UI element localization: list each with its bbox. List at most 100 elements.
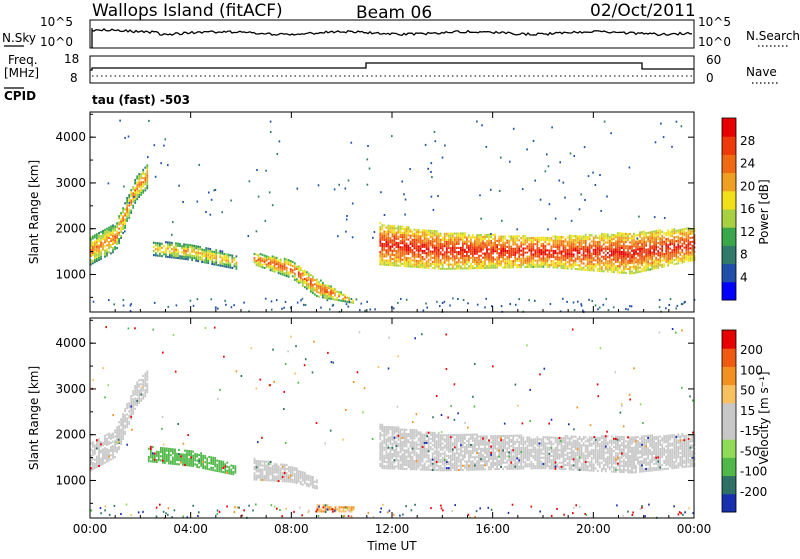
velocity-cell [266,461,268,463]
power-cell [641,241,643,243]
power-cell [613,269,615,271]
power-cell [657,252,659,254]
velocity-cell [440,449,442,451]
velocity-cell [216,470,218,472]
power-cell [512,244,514,246]
power-cell [460,255,462,257]
power-cell [388,227,390,229]
power-cell [304,270,306,272]
power-cell [579,250,581,252]
power-cell [197,260,199,262]
power-cell [621,247,623,249]
power-cell [187,248,189,250]
power-cell [462,249,464,251]
velocity-cell [302,484,304,486]
power-cell [605,250,607,252]
velocity-cell [392,453,394,455]
power-cell [589,234,591,236]
velocity-cell [379,424,381,426]
power-cell [262,266,264,268]
velocity-cell [260,473,262,475]
velocity-cell [190,454,192,456]
power-cell [452,241,454,243]
power-cell [591,234,593,236]
velocity-cell [402,435,404,437]
power-cell [404,238,406,240]
velocity-cell [162,453,164,455]
power-cell [494,246,496,248]
power-noise-point [486,146,488,148]
power-cell [442,255,444,257]
velocity-cell [232,471,234,473]
velocity-cell [168,460,170,462]
power-cell [528,245,530,247]
power-cell [304,278,306,280]
power-cell [655,234,657,236]
power-cell [611,267,613,269]
velocity-cell [434,453,436,455]
power-cell [645,253,647,255]
velocity-cell [406,449,408,451]
power-cell [534,239,536,241]
power-cell [553,256,555,258]
power-cell [577,246,579,248]
velocity-cell [110,438,112,440]
power-cell [102,232,104,234]
power-cell [629,233,631,235]
power-cell [595,259,597,261]
power-cell [290,268,292,270]
velocity-cell [418,464,420,466]
power-cell [653,266,655,268]
velocity-cell [312,484,314,486]
power-cell [185,256,187,258]
velocity-cell [310,476,312,478]
power-cell [488,248,490,250]
power-cell [383,255,385,257]
power-cell [671,239,673,241]
power-cell [498,258,500,260]
power-cell [98,255,100,257]
power-cell [591,263,593,265]
velocity-cell [442,461,444,463]
power-cell [506,266,508,268]
velocity-cell [210,463,212,465]
power-cell [187,254,189,256]
power-cell [539,260,541,262]
power-cell [685,232,687,234]
power-noise-point [403,193,405,195]
power-cell [379,241,381,243]
power-cell [516,250,518,252]
power-cell [197,258,199,260]
power-cell [167,256,169,258]
power-cell [436,249,438,251]
power-noise-point [580,193,582,195]
power-cell [565,238,567,240]
velocity-cell [106,450,108,452]
power-cell [474,242,476,244]
power-cell [464,257,466,259]
power-cell [613,253,615,255]
velocity-cell [92,464,94,466]
velocity-cell [298,474,300,476]
power-cell [312,288,314,290]
power-cell [334,299,336,301]
velocity-cell [438,444,440,446]
power-cell [557,260,559,262]
power-cell [173,255,175,257]
power-cell [484,257,486,259]
power-cell [448,243,450,245]
power-cell [432,238,434,240]
power-cell [480,259,482,261]
power-cell [452,247,454,249]
velocity-cell [144,377,146,379]
power-cell [476,261,478,263]
power-cell [573,249,575,251]
power-cell [402,234,404,236]
power-cell [508,254,510,256]
power-cell [641,252,643,254]
power-cell [506,242,508,244]
power-cell [671,253,673,255]
power-cell [436,230,438,232]
velocity-cell [410,460,412,462]
power-cell [633,272,635,274]
